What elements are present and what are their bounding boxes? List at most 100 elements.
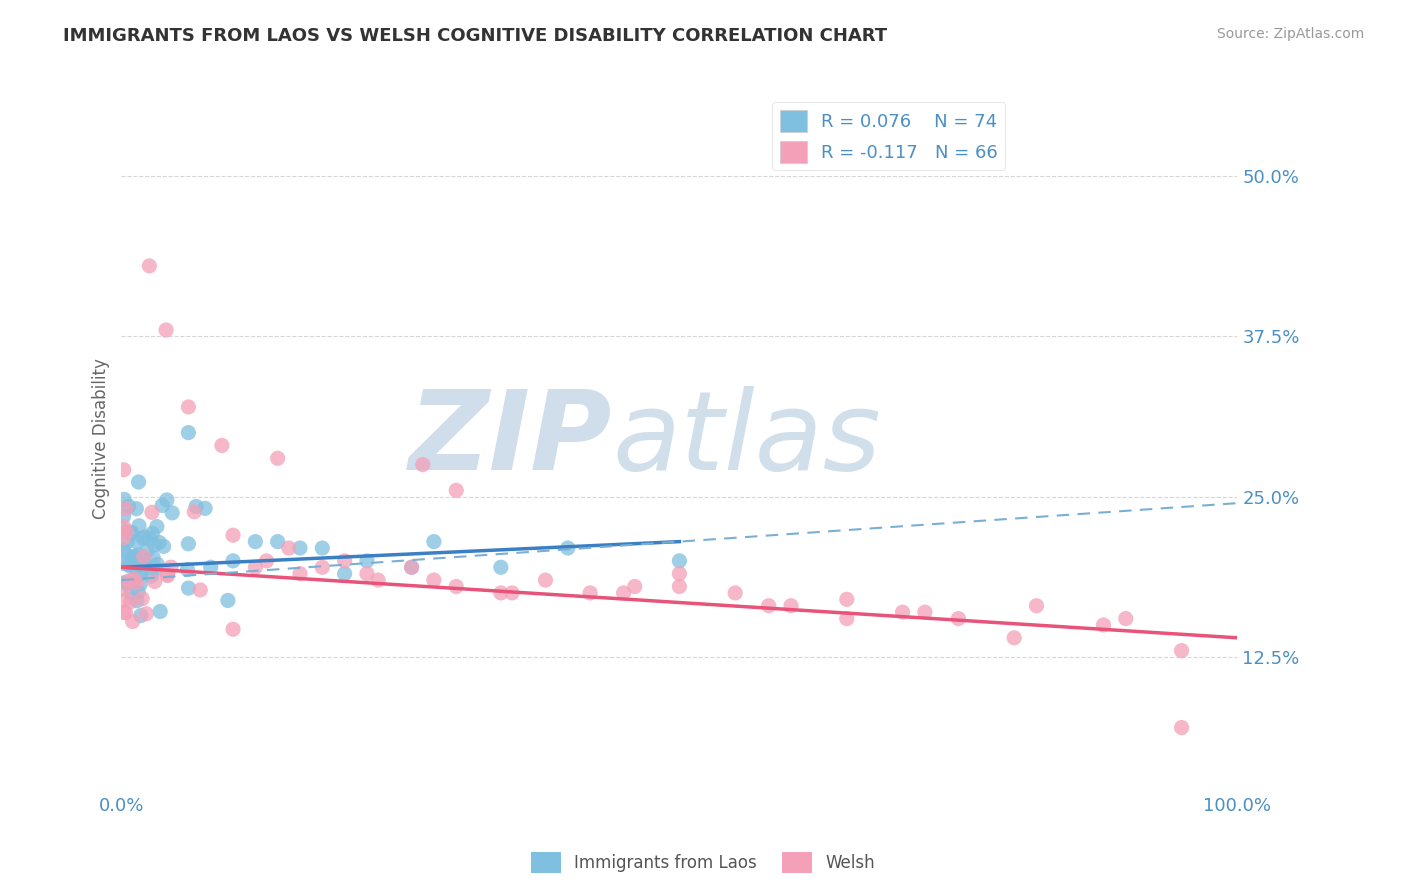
Point (356, 554, 378, 568)
Point (117, 534, 139, 549)
Point (367, 573, 389, 587)
Point (356, 566, 378, 581)
Point (1025, 599, 1047, 613)
Legend: R = 0.076    N = 74, R = -0.117   N = 66: R = 0.076 N = 74, R = -0.117 N = 66 (772, 103, 1005, 170)
Point (112, 594, 135, 608)
Point (534, 573, 557, 587)
Point (557, 541, 579, 555)
Point (134, 530, 156, 544)
Point (613, 586, 636, 600)
Point (501, 586, 523, 600)
Point (125, 593, 148, 607)
Point (266, 534, 288, 549)
Point (112, 605, 135, 619)
Point (835, 611, 858, 625)
Point (121, 526, 143, 541)
Point (122, 572, 145, 586)
Point (141, 526, 163, 541)
Point (222, 554, 245, 568)
Point (489, 586, 512, 600)
Point (160, 560, 183, 574)
Point (118, 574, 141, 588)
Point (156, 568, 179, 582)
Point (150, 499, 173, 513)
Point (141, 569, 163, 583)
Point (138, 532, 160, 546)
Point (122, 549, 145, 564)
Point (129, 577, 152, 591)
Point (141, 505, 163, 519)
Point (120, 525, 142, 540)
Point (120, 595, 142, 609)
Point (120, 585, 142, 599)
Point (114, 524, 136, 538)
Point (222, 528, 245, 542)
Point (288, 566, 311, 581)
Point (132, 532, 155, 546)
Point (112, 531, 135, 545)
Point (112, 519, 135, 533)
Point (217, 593, 239, 607)
Point (115, 524, 138, 539)
Point (177, 425, 200, 440)
Point (115, 575, 138, 590)
Point (311, 541, 333, 555)
Point (146, 558, 169, 572)
Point (124, 559, 146, 574)
Text: Source: ZipAtlas.com: Source: ZipAtlas.com (1216, 27, 1364, 41)
Point (412, 458, 434, 472)
Legend: Immigrants from Laos, Welsh: Immigrants from Laos, Welsh (524, 846, 882, 880)
Point (623, 580, 645, 594)
Point (127, 585, 149, 599)
Point (256, 554, 278, 568)
Point (780, 599, 803, 613)
Point (124, 549, 146, 564)
Point (200, 560, 222, 574)
Point (125, 501, 148, 516)
Point (401, 560, 423, 574)
Point (177, 537, 200, 551)
Point (112, 542, 135, 557)
Point (131, 557, 153, 571)
Point (128, 475, 150, 489)
Point (177, 400, 200, 414)
Point (245, 560, 267, 574)
Point (131, 554, 153, 568)
Point (127, 548, 149, 562)
Point (444, 483, 467, 498)
Point (211, 438, 233, 452)
Point (122, 557, 145, 571)
Point (184, 500, 207, 514)
Point (125, 576, 148, 591)
Point (146, 519, 169, 533)
Point (155, 323, 177, 337)
Point (668, 554, 690, 568)
Point (112, 509, 135, 524)
Point (423, 534, 446, 549)
Point (136, 544, 159, 558)
Point (128, 566, 150, 581)
Point (112, 544, 135, 558)
Point (117, 557, 139, 571)
Point (1002, 631, 1025, 645)
Point (135, 607, 157, 621)
Point (121, 615, 143, 629)
Point (724, 586, 747, 600)
Point (112, 463, 135, 477)
Point (183, 505, 205, 519)
Point (125, 558, 148, 573)
Point (118, 500, 141, 514)
Point (835, 592, 858, 607)
Point (1170, 721, 1192, 735)
Point (114, 606, 136, 620)
Point (277, 541, 299, 555)
Point (176, 563, 198, 577)
Point (1170, 643, 1192, 657)
Point (177, 581, 200, 595)
Point (222, 622, 245, 636)
Point (668, 566, 690, 581)
Point (138, 259, 160, 273)
Point (112, 557, 135, 571)
Point (149, 604, 172, 618)
Point (128, 518, 150, 533)
